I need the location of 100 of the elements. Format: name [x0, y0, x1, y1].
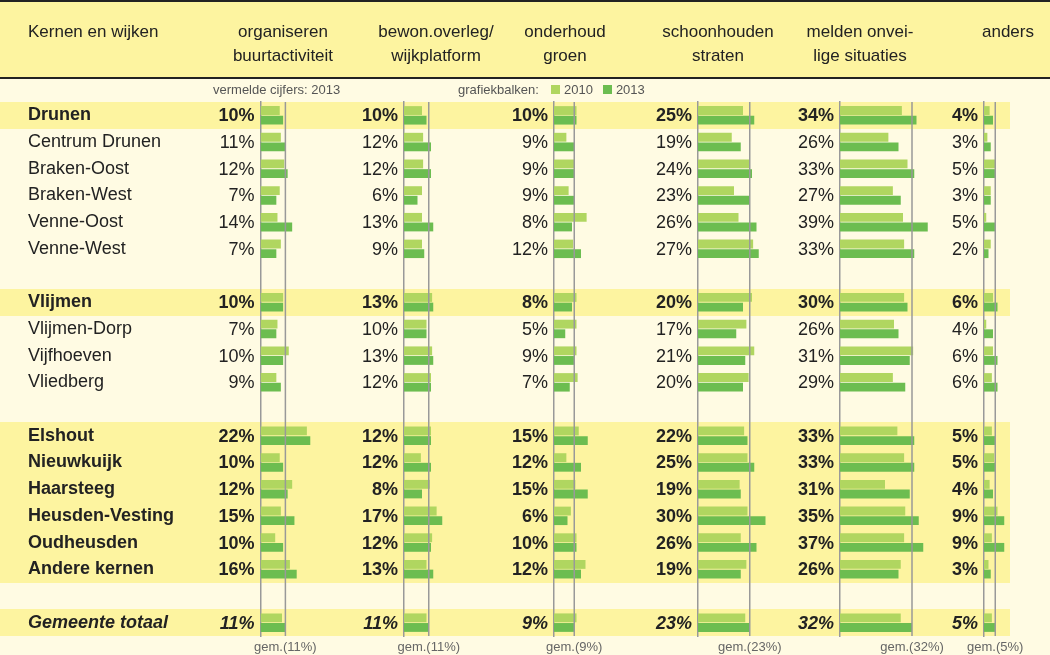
bar [404, 516, 443, 526]
bar [984, 569, 991, 579]
bar [404, 462, 431, 472]
bar [404, 169, 431, 178]
bar [260, 356, 284, 365]
bar [697, 319, 746, 329]
bar [554, 356, 575, 365]
y-tick-label: Braken-Oost [28, 157, 130, 178]
data-label: 11% [363, 612, 398, 633]
data-label: 31% [797, 345, 834, 366]
data-label: 15% [218, 505, 255, 526]
ref-line-label: gem.(11%) [397, 639, 461, 655]
bar [840, 453, 905, 463]
ref-line-label: gem.(32%) [880, 639, 944, 655]
y-tick-label: Haarsteeg [28, 478, 116, 499]
data-label: 12% [218, 158, 255, 179]
data-label: 17% [361, 505, 398, 526]
bar [404, 356, 434, 365]
bar [260, 613, 282, 623]
data-label: 9% [371, 238, 398, 259]
bar [260, 542, 284, 552]
bar [840, 212, 903, 222]
bar [554, 462, 581, 472]
bar [697, 142, 741, 152]
bar [404, 560, 427, 569]
bar [554, 382, 570, 392]
data-label: 5% [951, 612, 978, 633]
data-label: 8% [371, 479, 398, 500]
chart-title: schoonhouden straten [661, 21, 775, 67]
data-label: 5% [521, 318, 548, 339]
data-label: 6% [521, 505, 548, 526]
bar [260, 533, 276, 543]
data-label: 9% [521, 612, 548, 633]
bar [697, 346, 754, 356]
bar [697, 115, 754, 125]
bar [404, 186, 422, 196]
bar [697, 293, 752, 302]
bar [697, 542, 756, 552]
bar [840, 293, 905, 302]
bar [404, 623, 429, 632]
bar [404, 382, 431, 392]
data-label: 12% [218, 479, 255, 500]
bar [840, 195, 901, 205]
ref-line-label: gem.(11%) [254, 639, 317, 655]
bar [984, 479, 990, 489]
data-label: 9% [521, 132, 548, 153]
chart-title: bewon.overleg/ wijkplatform [377, 21, 495, 67]
bar [840, 436, 915, 445]
bar [260, 560, 290, 569]
bar [554, 302, 572, 312]
bar [984, 426, 992, 436]
bar [404, 293, 433, 302]
data-label: 22% [218, 425, 255, 446]
data-label: 15% [511, 479, 548, 500]
bar [260, 453, 280, 463]
data-label: 12% [511, 238, 548, 259]
y-tick-label: Venne-West [28, 237, 126, 258]
bar [697, 516, 765, 526]
data-label: 13% [361, 292, 398, 313]
bar [260, 516, 295, 526]
data-label: 12% [361, 532, 398, 553]
data-label: 26% [797, 318, 834, 339]
bar [404, 453, 421, 463]
bar [554, 195, 575, 205]
bar [697, 186, 734, 196]
bar [260, 169, 288, 178]
data-label: 4% [951, 479, 978, 500]
data-label: 10% [218, 345, 255, 366]
bar [840, 239, 905, 249]
data-label: 9% [951, 505, 978, 526]
bar [984, 132, 988, 142]
bar [697, 302, 743, 312]
data-label: 21% [655, 345, 692, 366]
bar [697, 329, 736, 339]
bar [260, 195, 277, 205]
data-label: 10% [361, 105, 398, 126]
bar [984, 542, 1005, 552]
bar [984, 293, 993, 302]
data-label: 30% [797, 292, 834, 313]
data-label: 24% [655, 158, 692, 179]
data-label: 33% [797, 238, 834, 259]
bar [260, 436, 311, 445]
y-tick-label: Oudheusden [28, 531, 139, 552]
bar [260, 382, 281, 392]
bar [840, 479, 885, 489]
bar [554, 560, 586, 569]
y-tick-label: Heusden-Vesting [28, 504, 175, 525]
bar [697, 479, 740, 489]
bar [260, 319, 278, 329]
bar [984, 489, 993, 499]
bar [404, 346, 433, 356]
data-label: 5% [951, 212, 978, 233]
bar [404, 142, 431, 152]
bar [404, 436, 431, 445]
data-label: 26% [655, 212, 692, 233]
bar [984, 613, 992, 623]
bar [697, 132, 732, 142]
bar [984, 560, 989, 569]
bar [260, 106, 280, 115]
bar [840, 132, 889, 142]
